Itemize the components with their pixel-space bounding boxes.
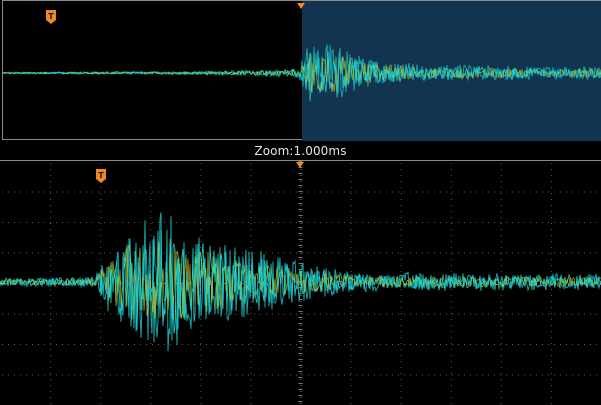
zoom-timebase-label: Zoom:1.000ms	[254, 144, 347, 158]
zoomed-waveform-display: T	[0, 161, 601, 404]
overview-zoom-position-marker-icon[interactable]	[297, 3, 305, 9]
overview-trigger-marker-label: T	[48, 12, 54, 21]
overview-waveform-display: T	[3, 3, 601, 102]
zoomed-trigger-marker-icon[interactable]: T	[96, 169, 106, 183]
zoomed-waveform-trace	[0, 212, 601, 352]
zoomed-center-position-marker-icon[interactable]	[296, 162, 304, 168]
overview-trigger-marker-icon[interactable]: T	[46, 10, 56, 24]
zoomed-waveform-panel: T	[0, 160, 601, 404]
overview-waveform-panel: T	[2, 0, 601, 141]
overview-waveform-trace	[3, 44, 601, 102]
zoomed-trigger-marker-label: T	[98, 171, 104, 180]
